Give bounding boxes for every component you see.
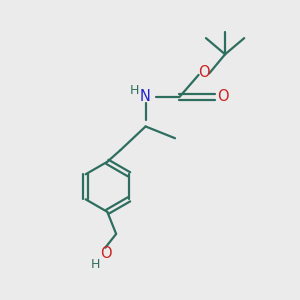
Text: O: O	[100, 246, 112, 261]
Text: O: O	[198, 65, 210, 80]
Text: O: O	[217, 89, 229, 104]
Text: N: N	[140, 89, 150, 104]
Text: H: H	[91, 258, 100, 271]
Text: H: H	[130, 84, 139, 97]
